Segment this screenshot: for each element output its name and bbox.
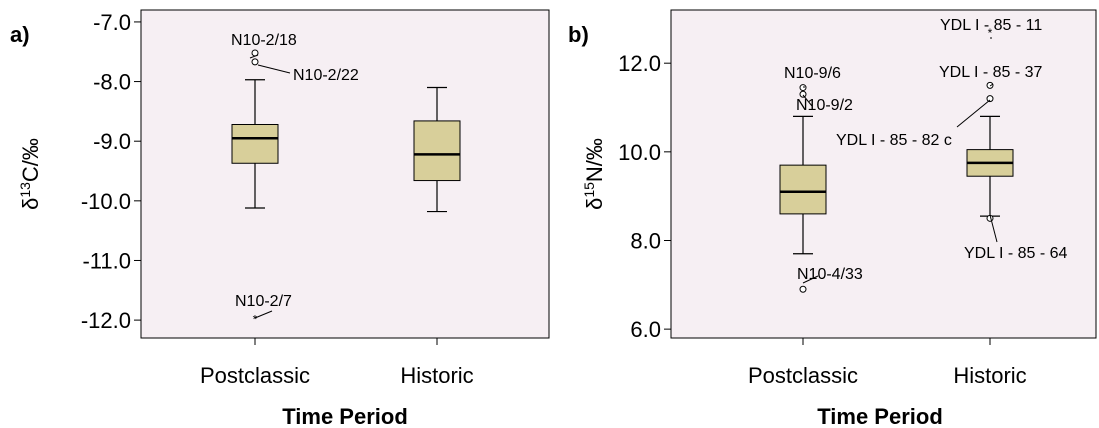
x-axis-title: Time Period — [282, 404, 408, 428]
annotation-leader — [802, 275, 819, 284]
outlier-label: YDL I - 85 - 64 — [964, 245, 1068, 262]
y-tick-label: 10.0 — [618, 140, 661, 165]
panel-b: b) 6.0 8.0 10.0 12.0 δ15N/‰ Postclassic Histori… — [568, 9, 1097, 428]
y-tick-label: -8.0 — [93, 70, 131, 95]
iqr-box — [231, 124, 279, 164]
annotation-leader — [257, 64, 291, 74]
outlier-point — [251, 58, 259, 66]
x-tick-label: Postclassic — [200, 363, 310, 388]
outlier-point — [799, 285, 807, 293]
outlier-label: YDL I - 85 - 37 — [939, 64, 1043, 81]
extreme-outlier-point: * — [988, 26, 993, 40]
extreme-outlier-point: * — [253, 312, 258, 326]
y-tick-label: -10.0 — [81, 189, 131, 214]
outlier-point — [799, 84, 807, 92]
box-postclassic — [779, 115, 827, 255]
outlier-point — [986, 95, 994, 103]
annotation-leader — [956, 99, 991, 128]
annotation-leader — [249, 54, 259, 59]
y-tick-label: -9.0 — [93, 129, 131, 154]
outlier-label: YDL I - 85 - 82 c — [836, 132, 952, 149]
box-historic — [966, 115, 1014, 217]
outlier-point — [986, 81, 994, 89]
iqr-box — [779, 164, 827, 215]
outlier-point — [799, 90, 807, 98]
y-tick-label: 6.0 — [630, 317, 661, 342]
x-tick-label: Postclassic — [748, 363, 858, 388]
y-tick-label: -11.0 — [82, 248, 131, 273]
plot-area — [140, 9, 550, 339]
x-tick-label: Historic — [953, 363, 1026, 388]
outlier-label: N10-2/18 — [231, 32, 297, 49]
annotation-leader — [989, 83, 994, 87]
box-postclassic — [231, 79, 279, 209]
y-axis-label: δ15N/‰ — [581, 138, 607, 210]
box-historic — [413, 86, 461, 213]
y-tick-label: -7.0 — [93, 10, 131, 35]
y-axis-label: δ13C/‰ — [17, 138, 43, 210]
x-axis-title: Time Period — [817, 404, 943, 428]
annotation-leader — [254, 310, 273, 319]
annotation-leader — [989, 214, 998, 243]
x-tick-label: Historic — [400, 363, 473, 388]
outlier-label: N10-2/22 — [293, 67, 359, 84]
outlier-label: YDL I - 85 - 11 — [940, 17, 1042, 34]
y-tick-label: 12.0 — [618, 51, 661, 76]
panel-a: a) -12.0 -11.0 -10.0 -9.0 -8.0 -7.0 δ13C/‰ Postc… — [10, 9, 550, 428]
outlier-label: N10-2/7 — [235, 293, 292, 310]
outlier-label: N10-4/33 — [797, 266, 863, 283]
y-tick-label: 8.0 — [630, 228, 661, 253]
panel-label: a) — [10, 22, 30, 47]
y-tick-label: -12.0 — [81, 308, 131, 333]
outlier-label: N10-9/2 — [796, 97, 853, 114]
plot-area — [670, 9, 1097, 339]
panel-label: b) — [568, 22, 589, 47]
iqr-box — [413, 120, 461, 182]
outlier-label: N10-9/6 — [784, 65, 841, 82]
annotation-leader — [802, 94, 813, 107]
